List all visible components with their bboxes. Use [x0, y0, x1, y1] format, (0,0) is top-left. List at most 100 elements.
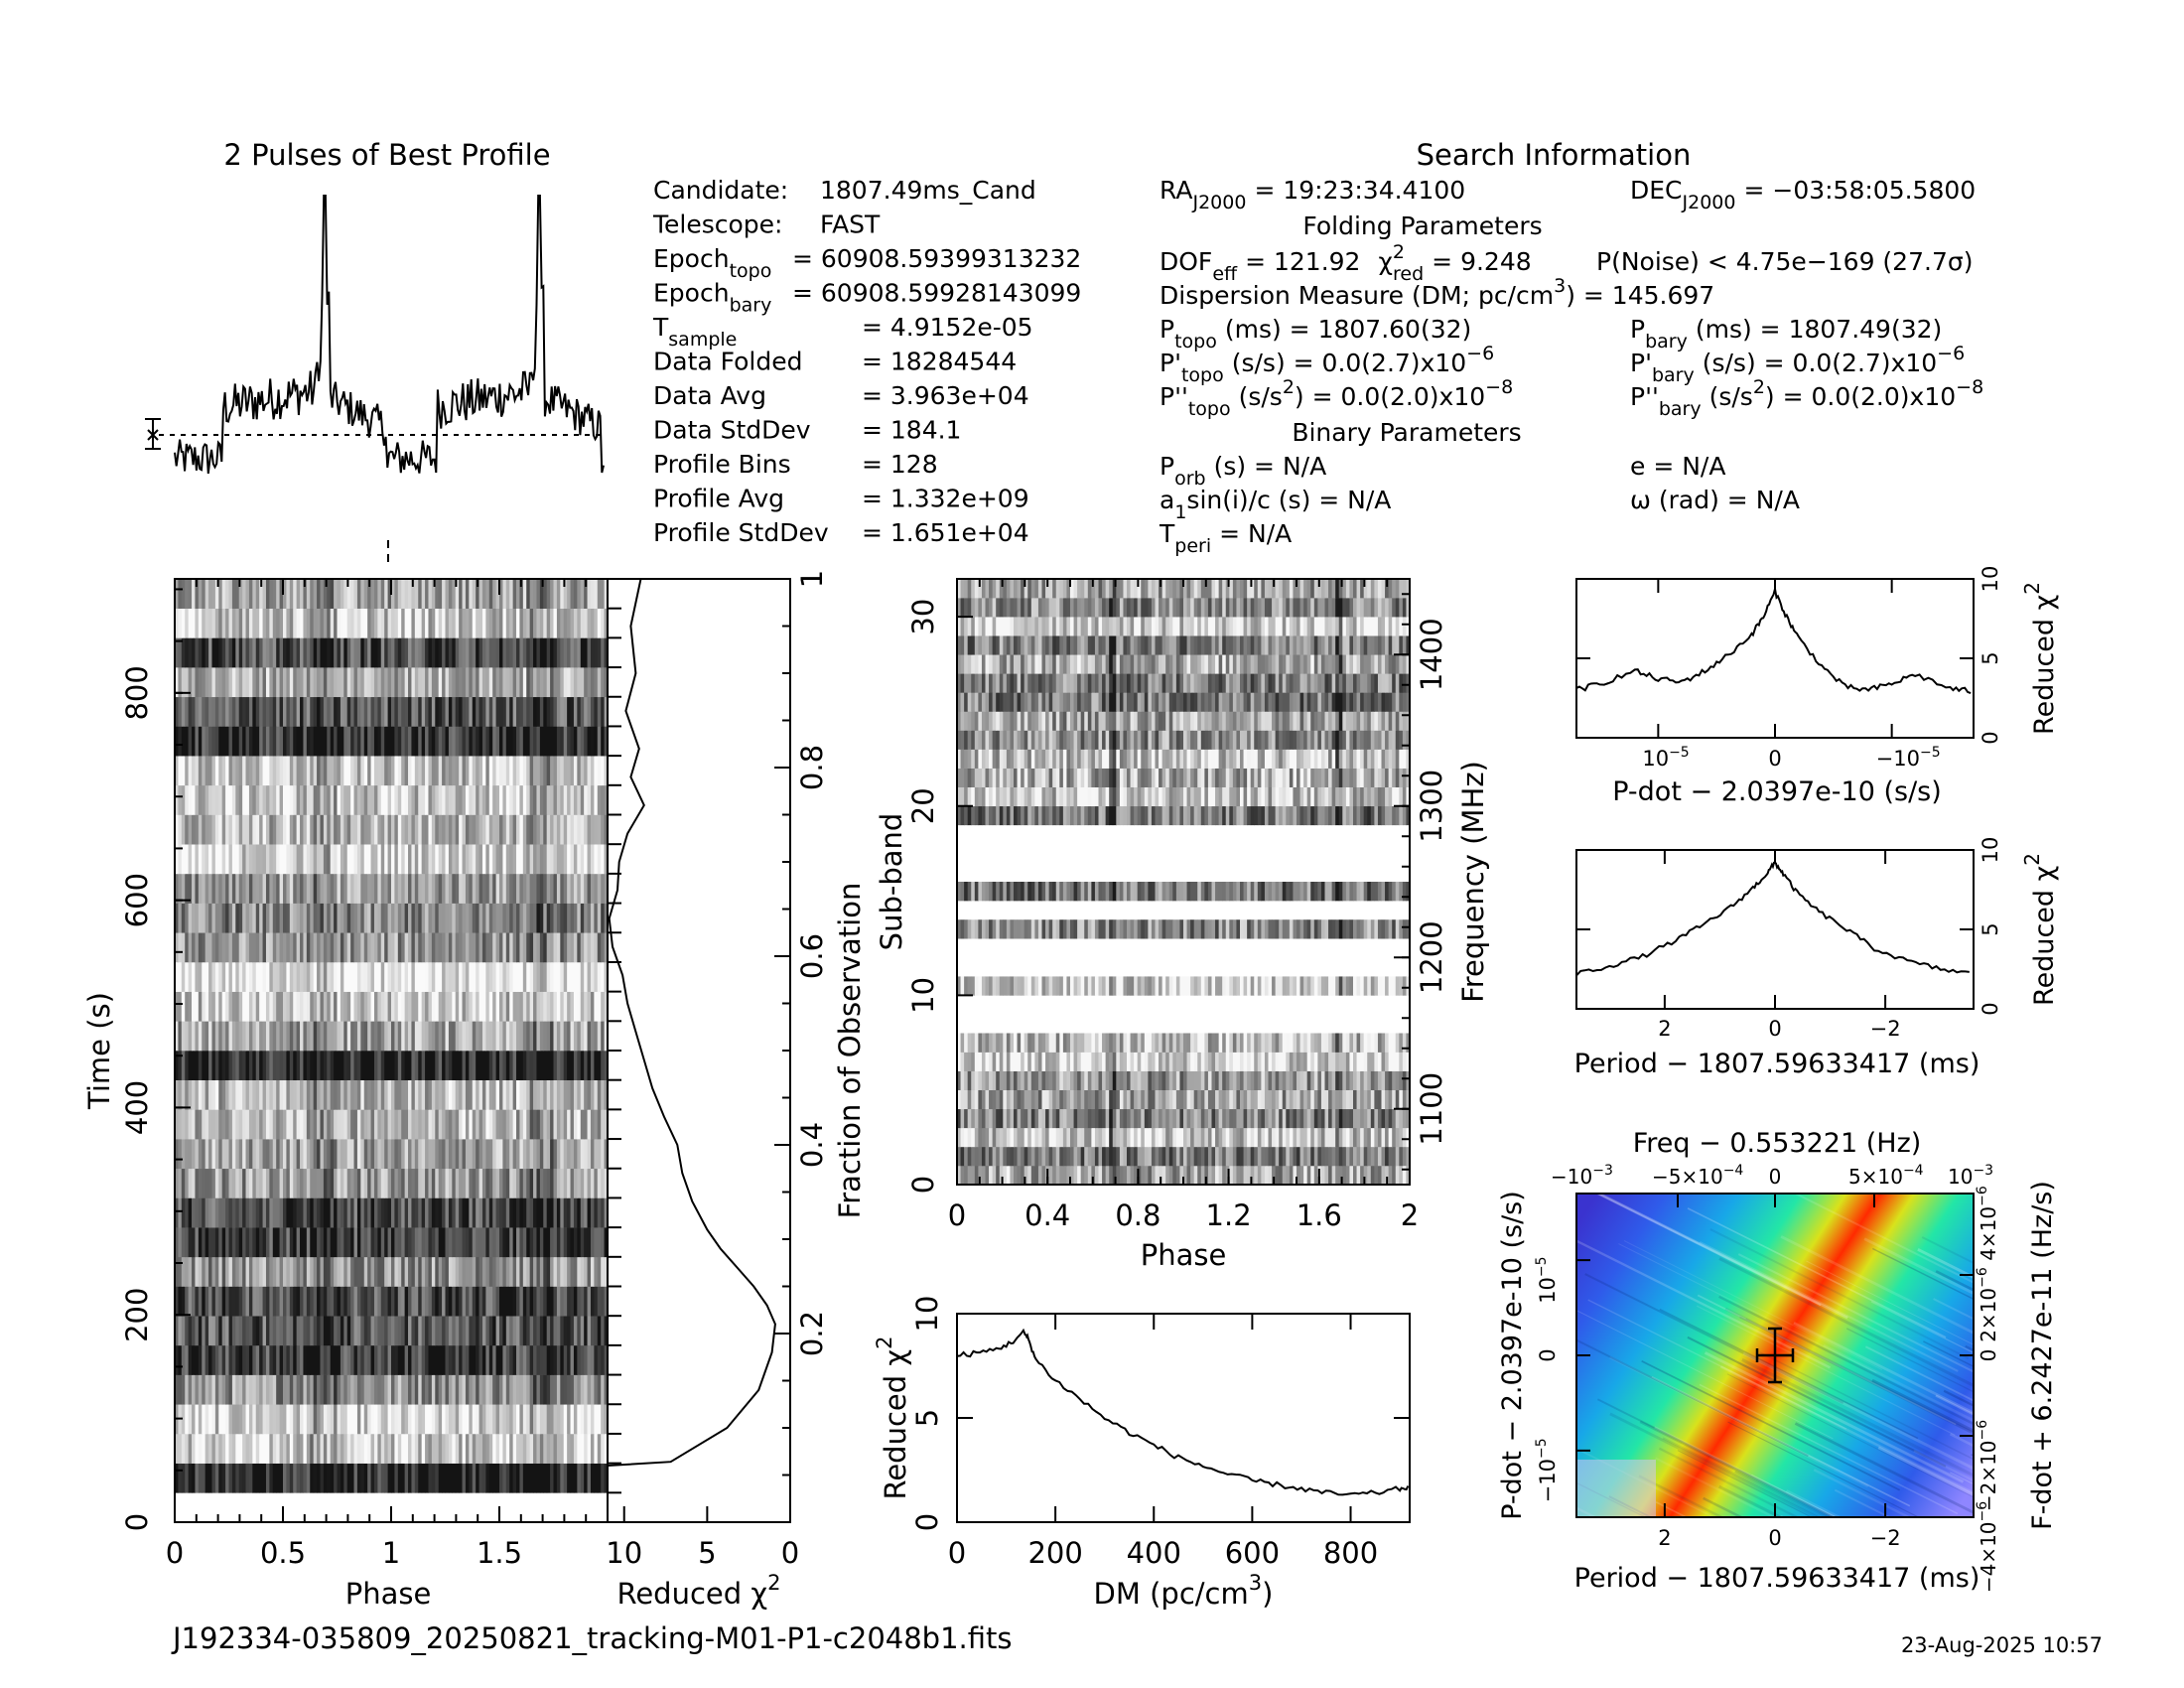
heat-cell	[516, 1227, 521, 1258]
heat-cell	[499, 637, 504, 668]
heat-cell	[242, 696, 247, 727]
pddot-bary-line: P''bary (s/s2) = 0.0(2.0)x10−8	[1630, 376, 1983, 420]
p-bary-line: Pbary (ms) = 1807.49(32)	[1630, 315, 1942, 352]
heat-cell	[459, 756, 464, 786]
heat-cell	[228, 696, 233, 727]
heat-cell	[313, 696, 318, 727]
heat-cell	[452, 1168, 457, 1198]
heat-cell	[202, 814, 206, 845]
heat-cell	[529, 637, 534, 668]
heat-cell	[516, 1286, 521, 1317]
heat-cell	[367, 961, 372, 992]
heat-cell	[208, 844, 213, 875]
heat-cell	[178, 1227, 183, 1258]
heat-cell	[560, 667, 565, 698]
subband-cell	[1218, 1070, 1223, 1090]
heat-cell	[391, 608, 396, 638]
heat-cell	[228, 932, 233, 963]
subband-cell	[1331, 1146, 1336, 1167]
heat-cell	[356, 784, 361, 815]
heat-cell	[363, 1433, 368, 1464]
heat-cell	[337, 1109, 341, 1140]
heat-cell	[265, 1344, 270, 1375]
heat-cell	[231, 1404, 236, 1435]
heat-cell	[214, 1286, 219, 1317]
heat-cell	[175, 1021, 180, 1052]
heat-cell	[408, 961, 413, 992]
heat-cell	[519, 637, 524, 668]
heat-cell	[350, 1168, 355, 1198]
subband-cell	[957, 1108, 962, 1129]
subband-cell	[1250, 1146, 1255, 1167]
heat-cell	[231, 1051, 236, 1080]
heat-cell	[442, 667, 447, 698]
heat-cell	[192, 1021, 197, 1052]
heat-cell	[452, 696, 457, 727]
heat-cell	[330, 1051, 335, 1080]
heat-cell	[476, 1021, 480, 1052]
subband-cell	[981, 1089, 987, 1110]
heat-cell	[306, 784, 311, 815]
heat-cell	[516, 726, 521, 757]
heat-cell	[221, 932, 226, 963]
heat-cell	[259, 1374, 264, 1405]
subband-cell	[1381, 1070, 1386, 1090]
heat-cell	[192, 696, 197, 727]
heat-cell	[481, 814, 486, 845]
heat-cell	[192, 667, 197, 698]
heat-cell	[584, 579, 589, 609]
heat-cell	[195, 1374, 200, 1405]
heat-cell	[238, 932, 243, 963]
heat-cell	[293, 961, 298, 992]
heat-cell	[330, 579, 335, 609]
subband-cell	[1338, 1165, 1343, 1186]
heat-cell	[269, 1168, 274, 1198]
heat-cell	[448, 814, 453, 845]
subband-cell	[964, 1089, 969, 1110]
heat-cell	[401, 1168, 406, 1198]
heat-cell	[208, 1168, 213, 1198]
subband-cell	[1027, 1146, 1032, 1167]
heat-cell	[346, 1463, 351, 1493]
heat-cell	[448, 1079, 453, 1110]
subband-cell	[1282, 1146, 1287, 1167]
heat-cell	[300, 667, 305, 698]
heat-cell	[539, 1139, 544, 1170]
subband-cell	[1293, 1146, 1297, 1167]
heat-cell	[560, 1079, 565, 1110]
heat-cell	[397, 961, 402, 992]
heat-cell	[539, 1374, 544, 1405]
heat-cell	[265, 1168, 270, 1198]
heat-cell	[231, 844, 236, 875]
heat-cell	[485, 1168, 490, 1198]
heat-cell	[377, 1197, 382, 1228]
heat-cell	[188, 756, 193, 786]
subband-cell	[957, 1165, 962, 1186]
heat-cell	[323, 579, 328, 609]
subband-cell	[989, 1089, 994, 1110]
heat-cell	[425, 873, 430, 904]
heat-cell	[296, 756, 301, 786]
subband-cell	[1030, 1108, 1035, 1129]
heat-cell	[546, 1256, 551, 1287]
heat-cell	[293, 1021, 298, 1052]
heat-cell	[543, 1286, 548, 1317]
heat-cell	[462, 608, 467, 638]
heat-cell	[188, 1021, 193, 1052]
subband-cell	[1034, 1146, 1039, 1167]
heat-cell	[448, 608, 453, 638]
heat-cell	[442, 961, 447, 992]
heat-cell	[411, 932, 416, 963]
heat-cell	[283, 608, 288, 638]
heat-cell	[214, 903, 219, 933]
heat-cell	[350, 696, 355, 727]
subband-cell	[957, 1146, 962, 1167]
heat-cell	[397, 1109, 402, 1140]
heat-cell	[536, 579, 541, 609]
heat-cell	[248, 1256, 253, 1287]
heat-cell	[283, 1344, 288, 1375]
heat-cell	[286, 844, 291, 875]
heat-cell	[259, 608, 264, 638]
heat-cell	[431, 1109, 436, 1140]
heat-cell	[533, 1404, 538, 1435]
